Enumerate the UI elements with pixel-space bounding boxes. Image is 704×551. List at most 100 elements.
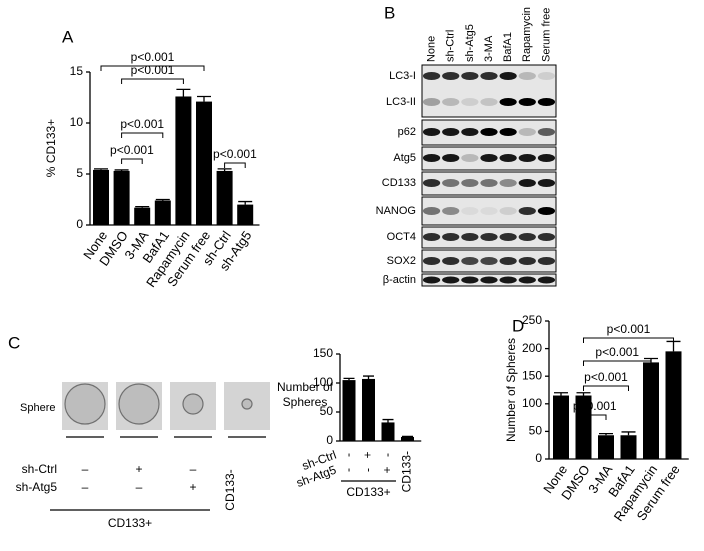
blot-band bbox=[518, 98, 536, 106]
y-tick-label: 15 bbox=[70, 64, 84, 78]
condition-mark: + bbox=[189, 480, 196, 494]
blot-band bbox=[422, 207, 441, 215]
blot-band bbox=[537, 72, 556, 80]
bar bbox=[401, 436, 414, 441]
blot-band bbox=[422, 257, 441, 265]
bar bbox=[665, 351, 682, 459]
blot-band bbox=[480, 207, 498, 215]
blot-band bbox=[422, 276, 441, 284]
blot-row-label: p62 bbox=[398, 126, 416, 138]
y-axis-label: % CD133+ bbox=[44, 119, 58, 177]
blot-band bbox=[537, 98, 556, 106]
condition-mark: - bbox=[361, 468, 375, 472]
blot-band bbox=[537, 207, 556, 215]
blot-band bbox=[537, 154, 556, 162]
bar bbox=[381, 422, 395, 441]
sphere bbox=[118, 383, 160, 425]
bar bbox=[113, 170, 130, 225]
condition-mark: + bbox=[135, 462, 142, 476]
error-bar bbox=[135, 205, 150, 208]
blot-band bbox=[499, 98, 517, 106]
blot-band bbox=[422, 154, 441, 162]
sphere bbox=[182, 393, 204, 415]
other-label: CD133- bbox=[223, 469, 237, 510]
blot-band bbox=[422, 98, 441, 106]
blot-row-label: SOX2 bbox=[387, 255, 416, 267]
significance-bracket bbox=[121, 132, 164, 138]
blot-row-label: OCT4 bbox=[387, 231, 416, 243]
error-bar bbox=[554, 392, 568, 396]
condition-mark: + bbox=[361, 451, 375, 458]
blot-band bbox=[480, 257, 498, 265]
significance-label: p<0.001 bbox=[110, 143, 154, 157]
blot-band bbox=[518, 128, 536, 136]
significance-label: p<0.001 bbox=[131, 50, 175, 64]
blot-band bbox=[480, 276, 498, 284]
significance-label: p<0.001 bbox=[573, 399, 617, 413]
bar bbox=[196, 101, 212, 225]
blot-row-label: Atg5 bbox=[393, 152, 416, 164]
blot-band bbox=[499, 257, 517, 265]
lane-label: sh-Atg5 bbox=[464, 24, 476, 62]
blot-band bbox=[518, 154, 536, 162]
lane-label: BafA1 bbox=[502, 32, 514, 62]
bar bbox=[93, 169, 109, 225]
error-bar bbox=[114, 169, 129, 171]
condition-mark: - bbox=[341, 453, 355, 457]
significance-bracket bbox=[583, 414, 607, 420]
blot-band bbox=[442, 233, 460, 241]
blot-band bbox=[537, 179, 556, 187]
blot-band bbox=[442, 98, 460, 106]
blot-band bbox=[499, 179, 517, 187]
blot-band bbox=[518, 72, 536, 80]
blot-band bbox=[499, 233, 517, 241]
error-bar bbox=[402, 435, 413, 438]
blot-row-label: β-actin bbox=[383, 274, 416, 286]
blot-band bbox=[499, 207, 517, 215]
bar bbox=[598, 435, 614, 459]
blot-band bbox=[461, 276, 479, 284]
blot-band bbox=[461, 72, 479, 80]
y-tick-label: 5 bbox=[76, 166, 83, 180]
panel-label: B bbox=[384, 3, 395, 22]
y-tick-label: 150 bbox=[313, 346, 333, 360]
bar bbox=[575, 395, 592, 459]
blot-band bbox=[442, 154, 460, 162]
bar bbox=[134, 207, 151, 225]
y-tick-label: 150 bbox=[522, 368, 542, 382]
blot-band bbox=[461, 154, 479, 162]
blot-band bbox=[422, 72, 441, 80]
bar bbox=[237, 204, 254, 225]
error-bar bbox=[621, 431, 636, 436]
y-tick-label: 0 bbox=[326, 433, 333, 447]
lane-label: 3-MA bbox=[483, 35, 495, 62]
blot-band bbox=[518, 276, 536, 284]
blot-band bbox=[537, 233, 556, 241]
y-tick-label: 50 bbox=[320, 404, 334, 418]
other-label: CD133- bbox=[400, 451, 414, 492]
lane-label: Serum free bbox=[540, 8, 552, 62]
group-label: CD133+ bbox=[346, 485, 390, 499]
blot-band bbox=[480, 154, 498, 162]
blot-band bbox=[422, 128, 441, 136]
error-bar bbox=[217, 168, 232, 171]
blot-band bbox=[518, 207, 536, 215]
blot-band bbox=[461, 233, 479, 241]
blot-row-label: LC3-II bbox=[386, 96, 416, 108]
condition-mark: – bbox=[82, 480, 89, 494]
blot-band bbox=[461, 98, 479, 106]
lane-label: None bbox=[425, 36, 437, 62]
significance-label: p<0.001 bbox=[595, 345, 639, 359]
y-tick-label: 200 bbox=[522, 341, 542, 355]
group-label: CD133+ bbox=[108, 516, 152, 530]
condition-mark: + bbox=[380, 466, 394, 473]
y-axis-label: Spheres bbox=[283, 395, 328, 409]
y-tick-label: 0 bbox=[76, 217, 83, 231]
condition-mark: - bbox=[341, 468, 355, 472]
condition-mark: – bbox=[136, 480, 143, 494]
blot-band bbox=[442, 257, 460, 265]
lane-label: Rapamycin bbox=[521, 7, 533, 62]
error-bar bbox=[343, 377, 355, 381]
blot-band bbox=[442, 207, 460, 215]
blot-band bbox=[442, 276, 460, 284]
